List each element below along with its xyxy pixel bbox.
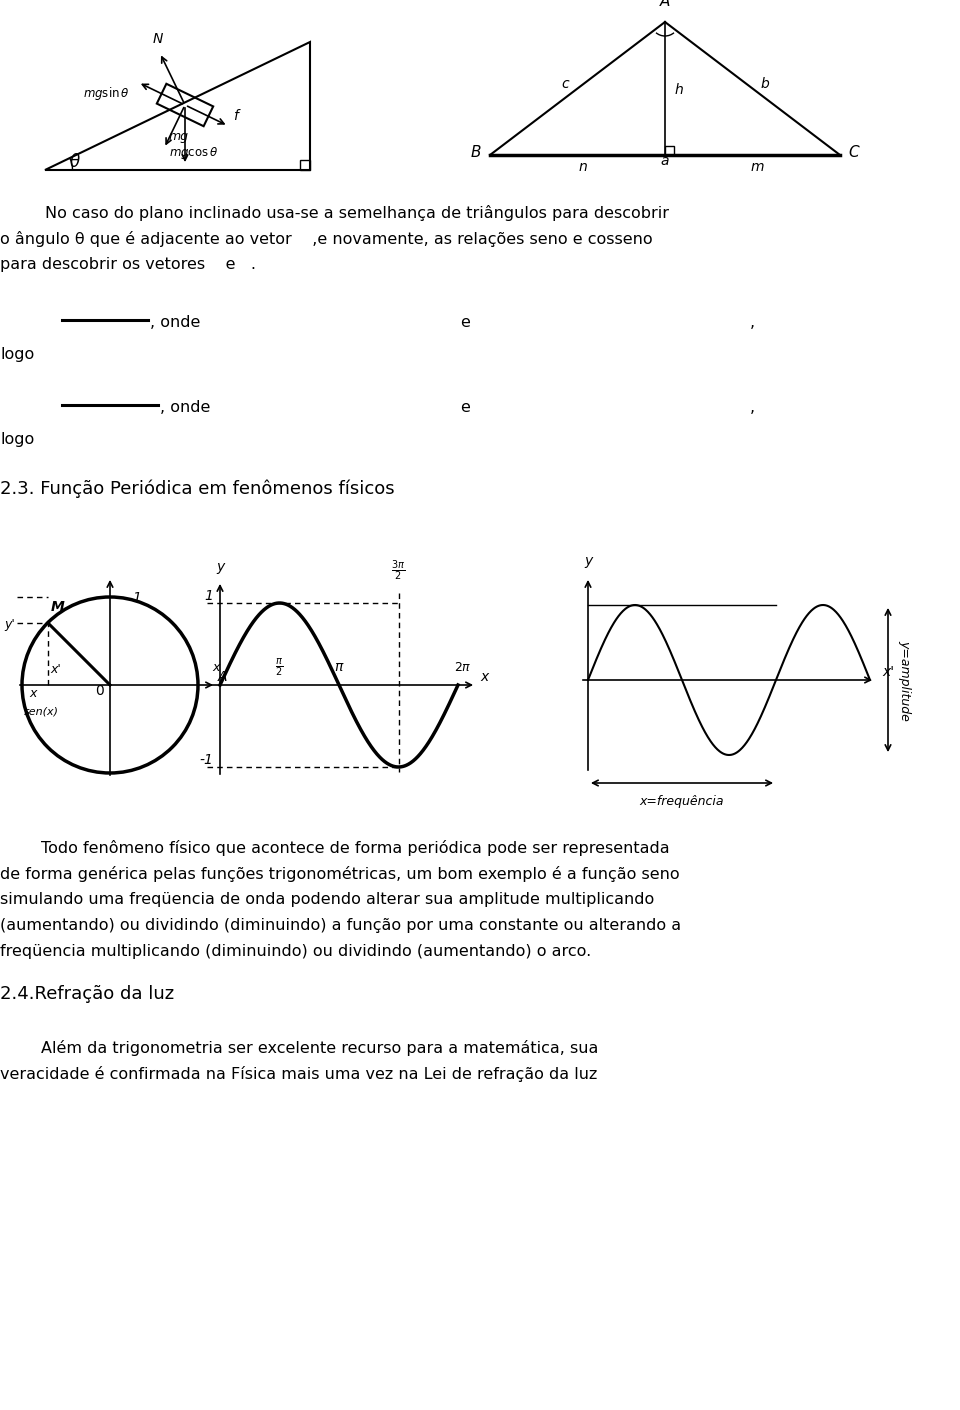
Text: N: N [153, 32, 163, 45]
Text: C: C [849, 145, 859, 159]
Text: y=amplitude: y=amplitude [898, 640, 911, 721]
Text: c: c [562, 78, 569, 92]
Text: $\theta$: $\theta$ [69, 154, 81, 171]
Text: x=frequência: x=frequência [639, 795, 724, 808]
Text: 1: 1 [132, 591, 141, 605]
Text: f: f [233, 109, 238, 123]
Text: a: a [660, 154, 669, 168]
Text: ,: , [750, 314, 756, 330]
Text: freqüencia multiplicando (diminuindo) ou dividindo (aumentando) o arco.: freqüencia multiplicando (diminuindo) ou… [0, 945, 591, 959]
Text: 2.3. Função Periódica em fenômenos físicos: 2.3. Função Periódica em fenômenos físic… [0, 479, 395, 499]
Text: 0: 0 [96, 684, 105, 698]
Text: b: b [760, 78, 769, 92]
Text: e: e [460, 400, 469, 415]
Text: para descobrir os vetores    e   .: para descobrir os vetores e . [0, 257, 256, 272]
Text: $mg\sin\theta$: $mg\sin\theta$ [84, 86, 130, 103]
Text: sen(x): sen(x) [24, 706, 59, 718]
Text: $2\pi$: $2\pi$ [454, 661, 471, 674]
Text: (aumentando) ou dividindo (diminuindo) a função por uma constante ou alterando a: (aumentando) ou dividindo (diminuindo) a… [0, 918, 682, 933]
Text: veracidade é confirmada na Física mais uma vez na Lei de refração da luz: veracidade é confirmada na Física mais u… [0, 1066, 597, 1081]
Text: logo: logo [0, 431, 35, 447]
Text: y: y [584, 554, 592, 568]
Text: $\frac{\pi}{2}$: $\frac{\pi}{2}$ [276, 657, 283, 678]
Text: $\pi$: $\pi$ [334, 660, 345, 674]
Text: x': x' [51, 663, 61, 675]
Text: B: B [470, 145, 481, 159]
Text: x: x [480, 670, 489, 684]
Text: n: n [578, 159, 587, 173]
Text: y: y [216, 560, 224, 574]
Text: -1: -1 [199, 753, 213, 767]
Text: , onde: , onde [150, 314, 201, 330]
Text: A: A [660, 0, 670, 8]
Text: de forma genérica pelas funções trigonométricas, um bom exemplo é a função seno: de forma genérica pelas funções trigonom… [0, 866, 680, 883]
Text: Todo fenômeno físico que acontece de forma periódica pode ser representada: Todo fenômeno físico que acontece de for… [0, 840, 670, 856]
Text: simulando uma freqüencia de onda podendo alterar sua amplitude multiplicando: simulando uma freqüencia de onda podendo… [0, 893, 655, 907]
Text: o ângulo θ que é adjacente ao vetor    ,e novamente, as relações seno e cosseno: o ângulo θ que é adjacente ao vetor ,e n… [0, 231, 653, 247]
Text: logo: logo [0, 347, 35, 362]
Text: Além da trigonometria ser excelente recurso para a matemática, sua: Além da trigonometria ser excelente recu… [0, 1041, 598, 1056]
Text: h: h [675, 83, 684, 96]
Text: e: e [460, 314, 469, 330]
Text: x: x [30, 687, 37, 699]
Text: 2.4.Refração da luz: 2.4.Refração da luz [0, 986, 174, 1003]
Text: $mg\cos\theta$: $mg\cos\theta$ [169, 145, 219, 161]
Text: M: M [51, 599, 64, 613]
Text: $\frac{3\pi}{2}$: $\frac{3\pi}{2}$ [392, 558, 405, 582]
Text: No caso do plano inclinado usa-se a semelhança de triângulos para descobrir: No caso do plano inclinado usa-se a seme… [45, 204, 669, 221]
Text: ,: , [750, 400, 756, 415]
Text: A: A [218, 670, 228, 684]
Text: 1: 1 [204, 589, 213, 603]
Text: , onde: , onde [160, 400, 210, 415]
Text: y': y' [4, 618, 14, 630]
Text: x': x' [882, 666, 894, 680]
Text: mg: mg [169, 130, 189, 142]
Text: m: m [751, 159, 764, 173]
Text: x: x [212, 661, 220, 674]
